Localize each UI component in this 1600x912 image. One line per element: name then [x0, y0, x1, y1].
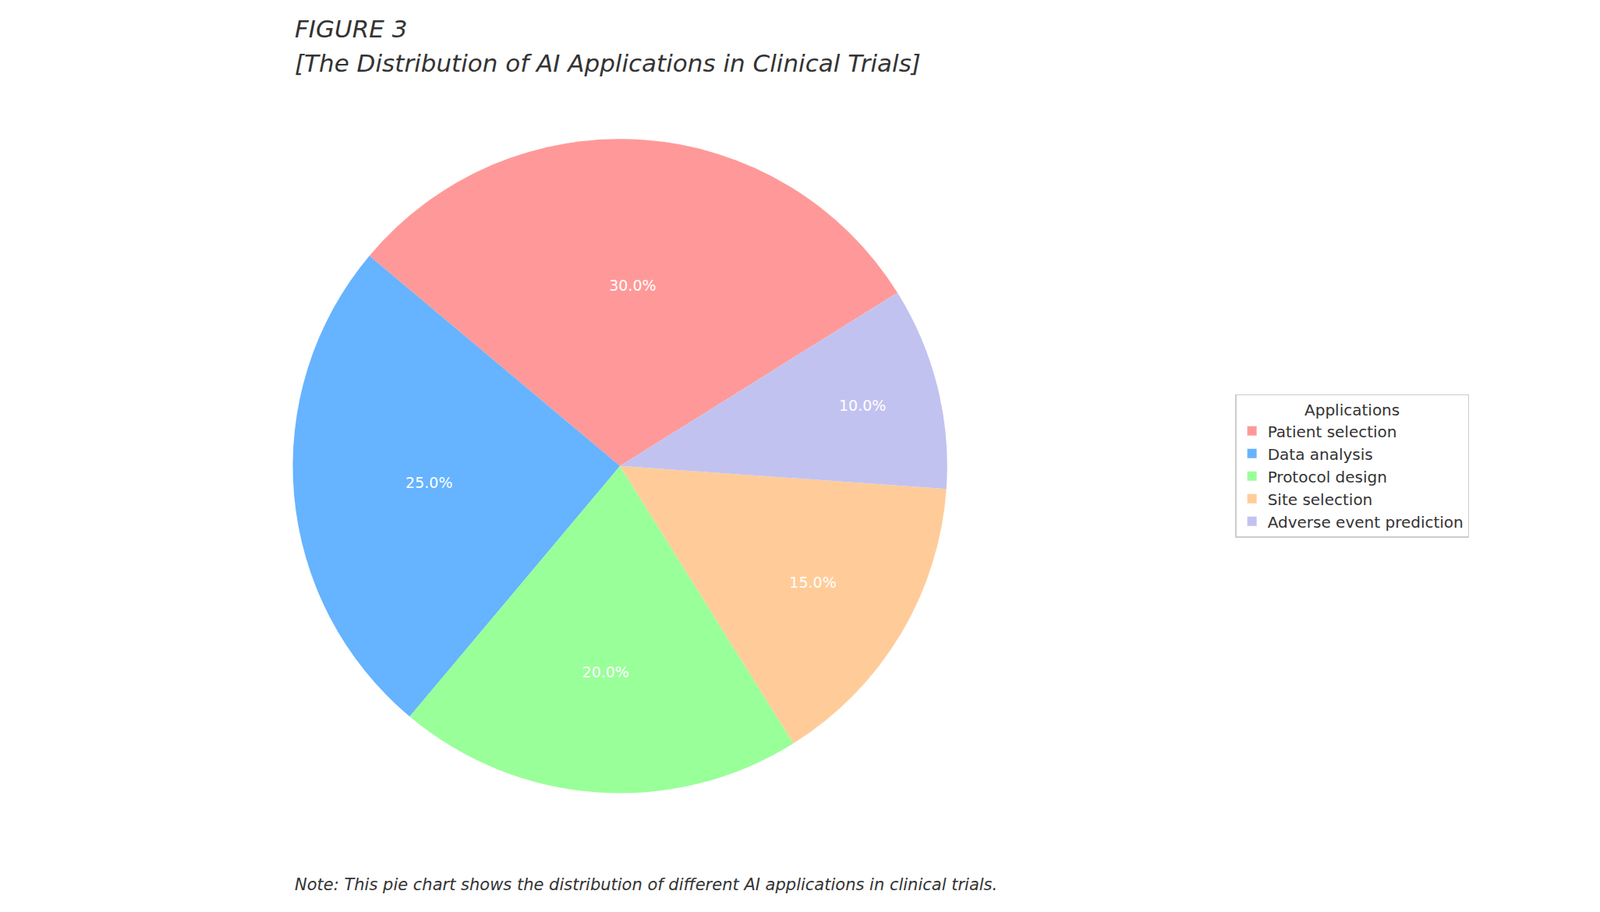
- svg-text:FIGURE 3: FIGURE 3: [294, 14, 408, 43]
- svg-text:Data analysis: Data analysis: [1267, 445, 1374, 464]
- svg-text:Site selection: Site selection: [1267, 490, 1374, 510]
- svg-text:Note: This pie chart shows the: Note: This pie chart shows the distribut…: [294, 875, 998, 895]
- svg-text:10.0%: 10.0%: [838, 396, 886, 415]
- svg-text:Protocol design: Protocol design: [1267, 467, 1388, 487]
- svg-text:20.0%: 20.0%: [582, 663, 630, 681]
- svg-text:30.0%: 30.0%: [608, 276, 656, 294]
- svg-text:25.0%: 25.0%: [405, 474, 453, 492]
- svg-text:15.0%: 15.0%: [789, 573, 836, 592]
- svg-text:Patient selection: Patient selection: [1267, 422, 1398, 442]
- svg-text:[The Distribution of AI Applic: [The Distribution of AI Applications in …: [294, 49, 921, 78]
- svg-text:Applications: Applications: [1304, 400, 1400, 420]
- svg-text:Adverse event prediction: Adverse event prediction: [1267, 513, 1464, 532]
